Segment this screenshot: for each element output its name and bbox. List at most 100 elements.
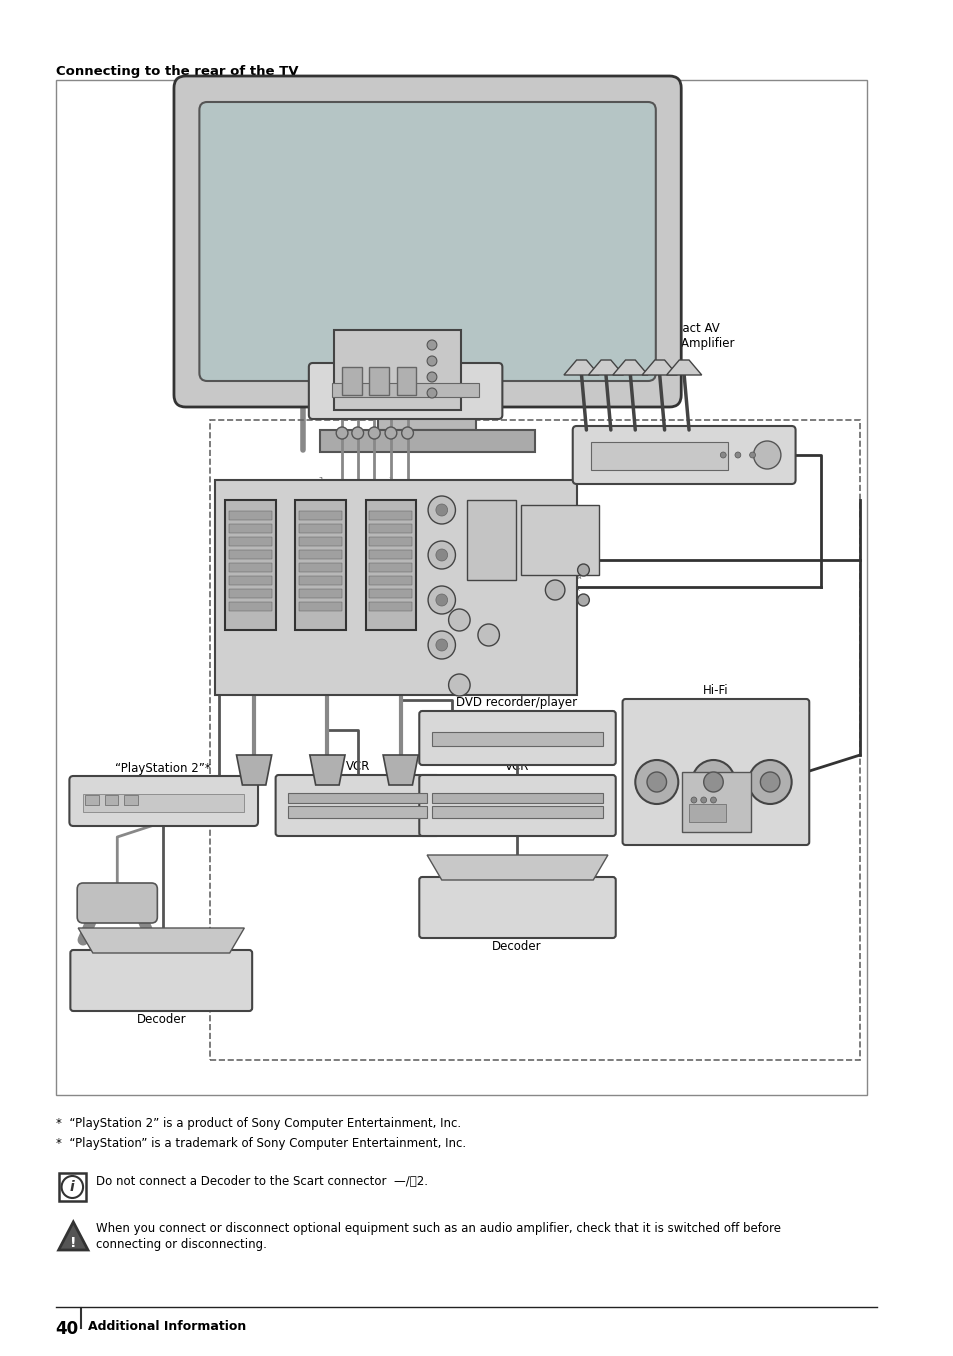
FancyBboxPatch shape [419, 711, 615, 765]
Bar [58, 1173, 86, 1201]
Bar [225, 500, 275, 631]
Bar [319, 430, 534, 452]
Text: CENTRE SPEAKER
IN
180W (6Ω) MAX: CENTRE SPEAKER IN 180W (6Ω) MAX [537, 575, 581, 591]
Circle shape [710, 797, 716, 803]
Circle shape [577, 564, 589, 576]
Circle shape [749, 452, 755, 458]
Circle shape [368, 427, 380, 439]
Polygon shape [427, 856, 607, 880]
Bar [105, 795, 118, 805]
Bar [298, 563, 342, 572]
Bar [298, 589, 342, 598]
Bar [369, 589, 412, 598]
Circle shape [427, 357, 436, 366]
Circle shape [720, 452, 725, 458]
Circle shape [700, 797, 706, 803]
FancyBboxPatch shape [622, 698, 808, 845]
Text: DVD recorder/player: DVD recorder/player [456, 696, 577, 709]
FancyBboxPatch shape [70, 776, 257, 826]
Text: Hi-Fi: Hi-Fi [701, 683, 727, 697]
Bar [432, 793, 602, 803]
Polygon shape [666, 359, 701, 376]
Polygon shape [78, 928, 244, 953]
Circle shape [428, 586, 455, 614]
Bar [334, 330, 461, 410]
Polygon shape [383, 755, 417, 785]
Polygon shape [236, 755, 272, 785]
Bar [210, 420, 860, 1060]
Bar [369, 576, 412, 584]
Bar [214, 480, 576, 696]
Bar [288, 805, 427, 818]
Text: Do not connect a Decoder to the Scart connector  —/⌕2.: Do not connect a Decoder to the Scart co… [95, 1176, 427, 1188]
Circle shape [734, 452, 740, 458]
Bar [229, 602, 272, 612]
Bar [369, 367, 389, 395]
Text: When you connect or disconnect optional equipment such as an audio amplifier, ch: When you connect or disconnect optional … [95, 1222, 780, 1235]
Circle shape [428, 631, 455, 659]
FancyBboxPatch shape [199, 102, 655, 381]
Circle shape [753, 441, 781, 469]
FancyBboxPatch shape [77, 883, 157, 923]
Bar [332, 382, 478, 397]
FancyBboxPatch shape [275, 776, 439, 837]
Bar [520, 504, 598, 575]
Circle shape [427, 388, 436, 399]
Text: !: ! [70, 1237, 76, 1250]
Circle shape [436, 504, 447, 517]
Text: Additional Information: Additional Information [88, 1319, 246, 1333]
FancyBboxPatch shape [309, 363, 502, 419]
Text: DVD player with
component output: DVD player with component output [346, 334, 455, 362]
Bar [369, 551, 412, 559]
Text: Compact AV
System/Amplifier: Compact AV System/Amplifier [633, 321, 734, 350]
Circle shape [703, 772, 722, 792]
Text: VCR: VCR [504, 759, 529, 773]
Text: L/G/SA: L/G/SA [483, 631, 501, 636]
FancyBboxPatch shape [572, 426, 795, 484]
Circle shape [448, 609, 470, 631]
Bar [229, 563, 272, 572]
Text: Connecting to the rear of the TV: Connecting to the rear of the TV [55, 65, 298, 79]
Bar [229, 511, 272, 519]
Circle shape [427, 340, 436, 350]
Bar [298, 576, 342, 584]
Bar [229, 523, 272, 533]
Text: *  “PlayStation” is a trademark of Sony Computer Entertainment, Inc.: * “PlayStation” is a trademark of Sony C… [55, 1136, 465, 1150]
Circle shape [401, 427, 413, 439]
Text: VCR: VCR [345, 759, 370, 773]
Text: connecting or disconnecting.: connecting or disconnecting. [95, 1238, 267, 1252]
Bar [229, 576, 272, 584]
Text: i: i [70, 1180, 74, 1195]
Text: 3
(SMARTLINK): 3 (SMARTLINK) [371, 477, 411, 488]
Circle shape [436, 549, 447, 561]
Circle shape [545, 580, 564, 599]
Bar [294, 500, 346, 631]
Bar [298, 511, 342, 519]
Polygon shape [612, 359, 647, 376]
Bar [55, 80, 866, 1096]
Bar [681, 772, 750, 833]
Text: Decoder: Decoder [136, 1013, 186, 1026]
Circle shape [635, 759, 678, 804]
Polygon shape [641, 359, 677, 376]
Circle shape [760, 772, 780, 792]
FancyBboxPatch shape [419, 776, 615, 837]
Text: R/D/D/D: R/D/D/D [483, 666, 505, 671]
Circle shape [428, 541, 455, 570]
Bar [298, 537, 342, 546]
FancyBboxPatch shape [419, 877, 615, 938]
Bar [298, 523, 342, 533]
Bar [85, 795, 98, 805]
Circle shape [691, 759, 734, 804]
Circle shape [477, 624, 499, 645]
Bar [688, 804, 725, 822]
Circle shape [385, 427, 396, 439]
Text: Decoder: Decoder [492, 940, 541, 953]
Bar [229, 551, 272, 559]
Text: “PlayStation 2”*: “PlayStation 2”* [115, 762, 211, 776]
Bar [83, 795, 244, 812]
Bar [369, 563, 412, 572]
Bar [124, 795, 137, 805]
Circle shape [448, 674, 470, 696]
Circle shape [577, 594, 589, 606]
